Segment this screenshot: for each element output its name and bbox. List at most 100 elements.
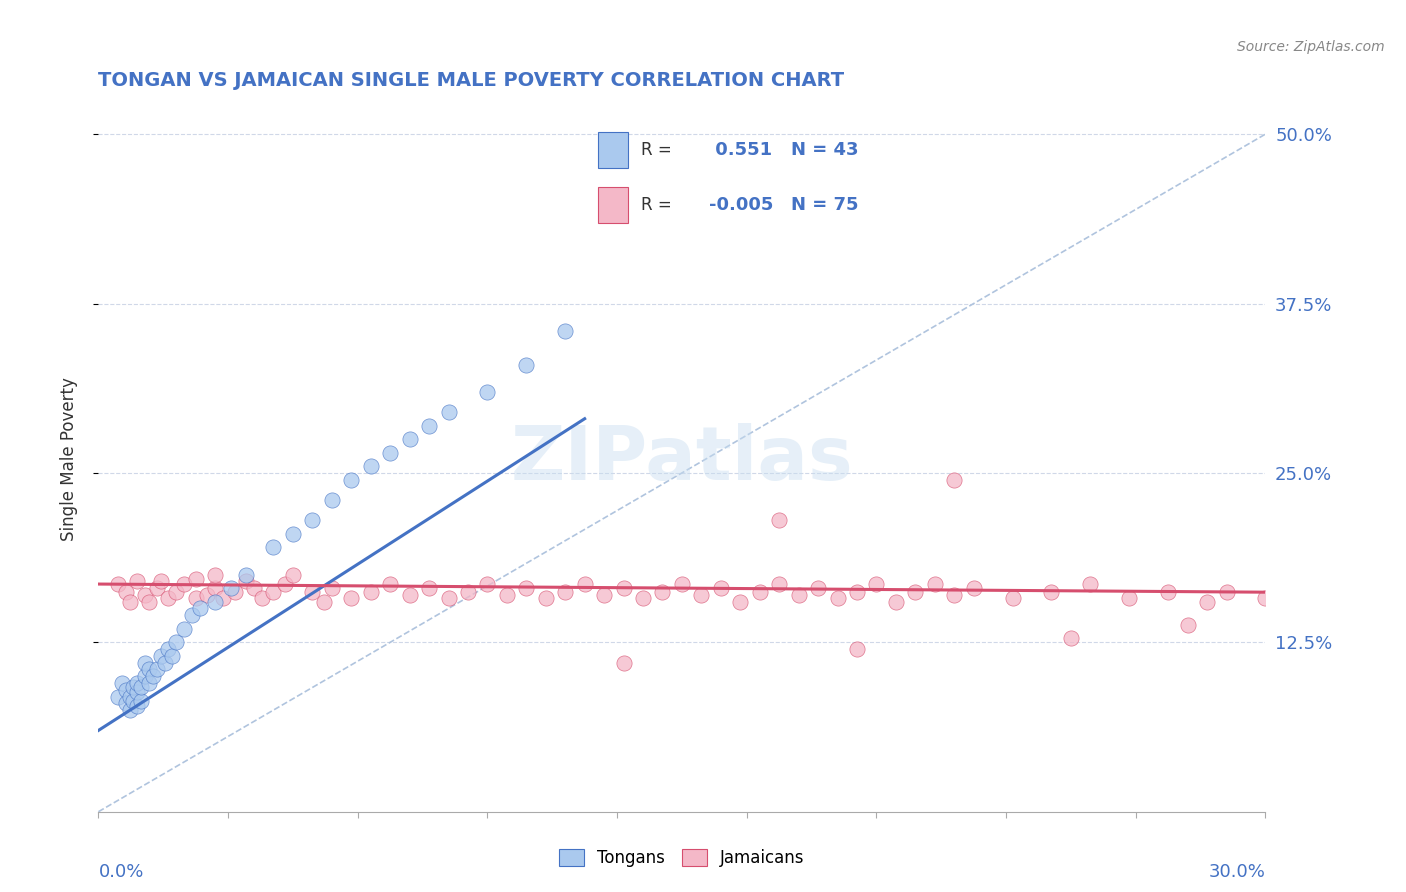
Point [924,577,946,591]
Point [127,574,149,589]
Title: TONGAN VS JAMAICAN SINGLE MALE POVERTY CORRELATION CHART: TONGAN VS JAMAICAN SINGLE MALE POVERTY C… [98,71,845,90]
Point [690,588,713,602]
Point [111,676,134,690]
Point [118,703,141,717]
Point [710,581,733,595]
Point [515,358,537,372]
Point [138,595,160,609]
Point [134,656,156,670]
Point [165,585,187,599]
Point [157,591,180,605]
Point [1060,632,1083,646]
Point [340,591,363,605]
Text: Source: ZipAtlas.com: Source: ZipAtlas.com [1237,40,1385,54]
Point [574,577,596,591]
Point [118,690,141,704]
Point [114,696,136,710]
Point [1118,591,1140,605]
Point [321,493,343,508]
Point [122,680,145,694]
Point [671,577,693,591]
Point [127,699,149,714]
Point [904,585,927,599]
Point [1157,585,1180,599]
Point [301,585,323,599]
Point [138,662,160,676]
Point [157,642,180,657]
Point [127,676,149,690]
Point [613,581,636,595]
Point [146,581,169,595]
Point [204,567,226,582]
Point [224,585,246,599]
Point [360,459,382,474]
Point [398,588,420,602]
Point [219,581,242,595]
Point [1080,577,1102,591]
Point [122,693,145,707]
Point [1177,617,1199,632]
Point [554,324,576,338]
Point [884,595,907,609]
Point [262,541,284,555]
Point [787,588,810,602]
Point [321,581,343,595]
Point [534,591,557,605]
Point [165,635,187,649]
Point [1294,604,1316,618]
Text: 30.0%: 30.0% [1209,863,1265,881]
Point [477,577,499,591]
Point [943,588,966,602]
Point [730,595,752,609]
Text: 0.0%: 0.0% [98,863,143,881]
Point [827,591,849,605]
Point [768,577,790,591]
Point [107,577,129,591]
Point [134,669,156,683]
Point [1215,585,1237,599]
Point [262,585,284,599]
Point [188,601,211,615]
Point [127,685,149,699]
Point [114,682,136,697]
Point [204,581,226,595]
Point [593,588,616,602]
Point [138,676,160,690]
Point [312,595,335,609]
Point [301,513,323,527]
Point [398,432,420,446]
Y-axis label: Single Male Poverty: Single Male Poverty [59,377,77,541]
Point [515,581,537,595]
Point [457,585,479,599]
Point [477,384,499,399]
Point [631,591,654,605]
Point [1040,585,1063,599]
Point [554,585,576,599]
Point [943,473,966,487]
Point [149,574,172,589]
Point [274,577,297,591]
Point [173,622,195,636]
Point [107,690,129,704]
Legend: Tongans, Jamaicans: Tongans, Jamaicans [553,842,811,874]
Point [281,527,304,541]
Point [142,669,165,683]
Point [129,693,152,707]
Point [748,585,770,599]
Point [418,418,440,433]
Point [184,591,207,605]
Point [380,577,402,591]
Point [1254,591,1277,605]
Point [613,656,636,670]
Point [380,445,402,459]
Point [846,585,869,599]
Point [162,648,184,663]
Point [204,595,226,609]
Point [846,642,869,657]
Point [114,585,136,599]
Point [212,591,235,605]
Point [180,608,202,623]
Point [340,473,363,487]
Point [496,588,519,602]
Point [768,513,790,527]
